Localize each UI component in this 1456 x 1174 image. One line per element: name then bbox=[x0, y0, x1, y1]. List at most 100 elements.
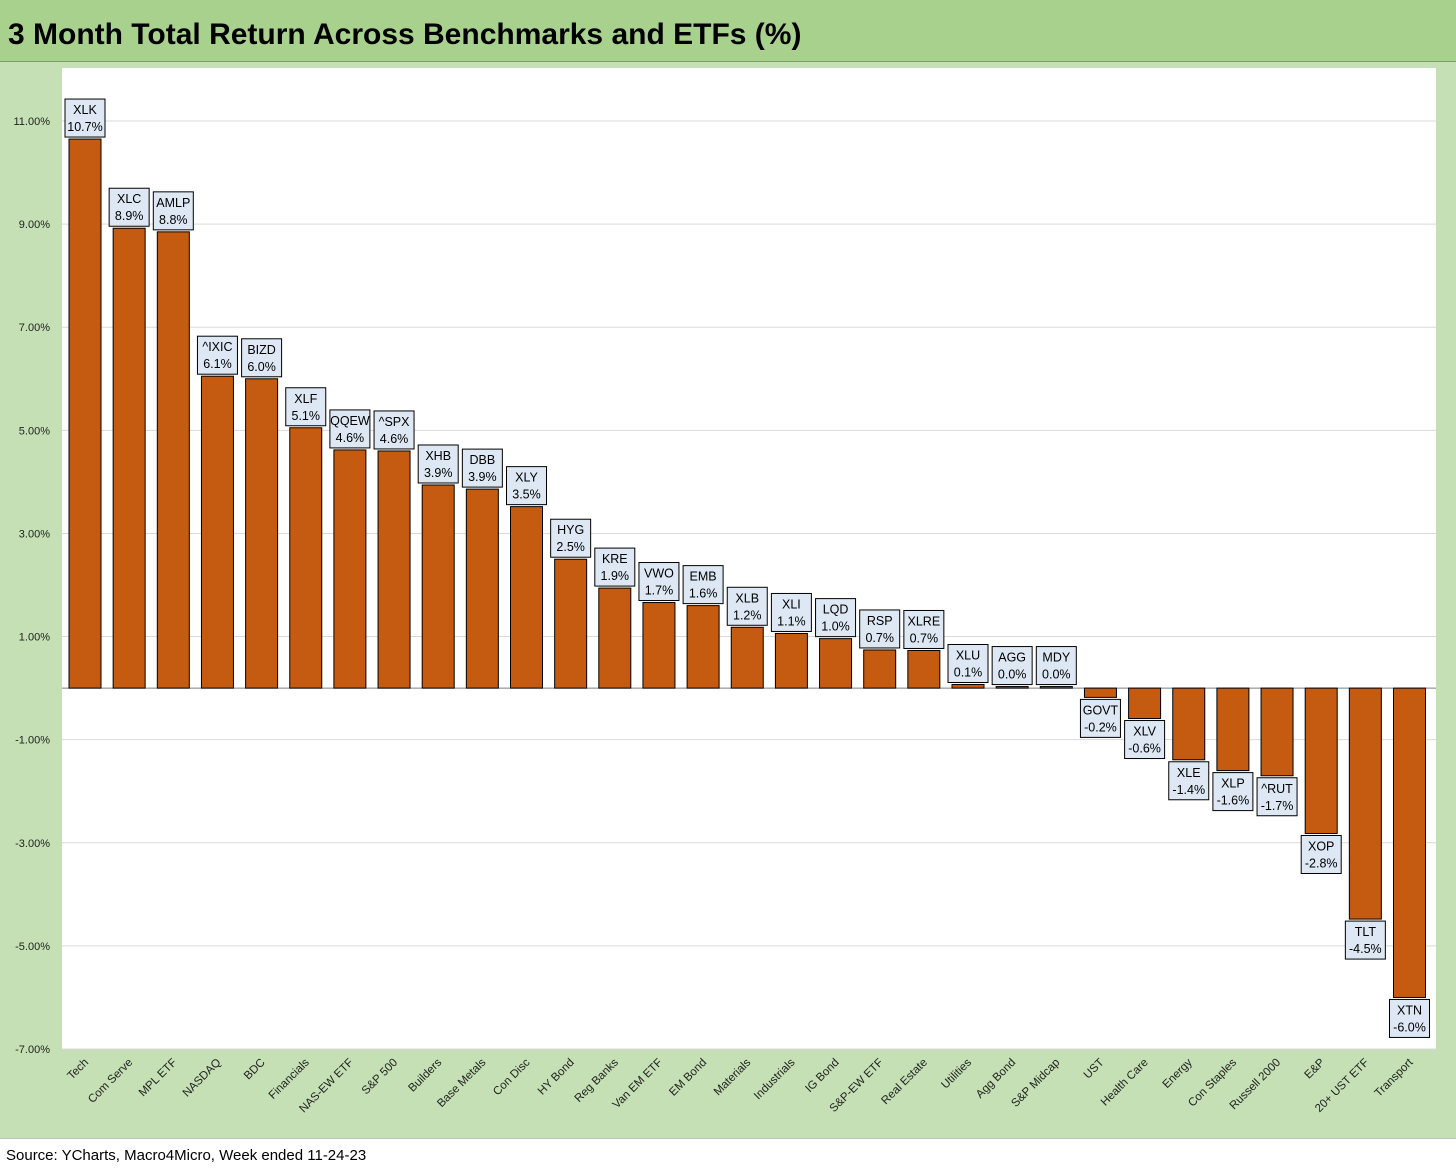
y-tick-label: 3.00% bbox=[19, 528, 50, 540]
bar bbox=[819, 638, 853, 689]
data-label-box bbox=[726, 586, 768, 626]
data-label: 3.9% bbox=[424, 466, 453, 480]
data-label: -0.2% bbox=[1084, 720, 1117, 734]
bar bbox=[377, 450, 411, 689]
ticker-label: XLU bbox=[956, 649, 980, 663]
data-label: 1.9% bbox=[601, 569, 630, 583]
bar bbox=[863, 649, 897, 689]
data-label-box bbox=[638, 562, 680, 602]
ticker-label: LQD bbox=[823, 603, 849, 617]
ticker-label: ^RUT bbox=[1261, 782, 1293, 796]
y-tick-label: 1.00% bbox=[19, 632, 50, 644]
category-label: E&P bbox=[1303, 1056, 1328, 1081]
y-tick-label: 5.00% bbox=[19, 425, 50, 437]
data-label: 8.8% bbox=[159, 213, 188, 227]
data-label-box bbox=[947, 644, 989, 684]
bar bbox=[951, 684, 985, 689]
bar bbox=[642, 602, 676, 689]
category-label: Health Care bbox=[1099, 1057, 1151, 1109]
ticker-label: DBB bbox=[469, 453, 495, 467]
data-label-box bbox=[550, 518, 592, 558]
data-label-box bbox=[991, 646, 1033, 686]
data-label-box bbox=[1035, 646, 1077, 686]
category-label: Con Disc bbox=[491, 1056, 533, 1098]
category-label: HY Bond bbox=[536, 1057, 577, 1098]
category-label: Energy bbox=[1161, 1056, 1195, 1090]
title-bar: 3 Month Total Return Across Benchmarks a… bbox=[0, 0, 1456, 62]
ticker-label: AGG bbox=[998, 651, 1026, 665]
ticker-label: XLF bbox=[294, 392, 317, 406]
y-tick-label: -1.00% bbox=[15, 735, 50, 747]
data-label: 1.1% bbox=[777, 614, 806, 628]
ticker-label: XLC bbox=[117, 192, 141, 206]
data-label-box bbox=[241, 338, 283, 378]
ticker-label: XLB bbox=[735, 591, 759, 605]
data-label: -6.0% bbox=[1393, 1020, 1426, 1034]
bar bbox=[907, 649, 941, 689]
source-bar: Source: YCharts, Macro4Micro, Week ended… bbox=[0, 1138, 1456, 1174]
data-label-box bbox=[859, 609, 901, 649]
data-label-box bbox=[329, 409, 371, 449]
ticker-label: MDY bbox=[1042, 651, 1070, 665]
data-label: 10.7% bbox=[67, 120, 102, 134]
data-label-box bbox=[1256, 777, 1298, 817]
bar bbox=[1039, 686, 1073, 689]
ticker-label: XHB bbox=[425, 449, 451, 463]
category-label: Transport bbox=[1373, 1056, 1417, 1100]
bar bbox=[686, 605, 720, 689]
chart-frame: 11.00% 9.00% 7.00% 5.00% 3.00% 1.00% -1.00% -3.… bbox=[0, 62, 1456, 1138]
category-label: Real Estate bbox=[879, 1057, 930, 1108]
data-label-box bbox=[815, 598, 857, 638]
bar bbox=[1172, 687, 1206, 761]
y-tick-label: -5.00% bbox=[15, 941, 50, 953]
data-label-box bbox=[594, 547, 636, 587]
data-label: 0.1% bbox=[954, 666, 983, 680]
y-tick-label: 9.00% bbox=[19, 219, 50, 231]
ticker-label: XOP bbox=[1308, 839, 1334, 853]
data-label-box bbox=[417, 444, 459, 484]
data-label: 1.6% bbox=[689, 587, 718, 601]
data-label-box bbox=[1168, 761, 1210, 801]
data-label-box bbox=[1212, 772, 1254, 812]
ticker-label: HYG bbox=[557, 523, 584, 537]
category-label: MPL ETF bbox=[137, 1057, 180, 1100]
ticker-label: XLP bbox=[1221, 777, 1245, 791]
ticker-label: GOVT bbox=[1083, 703, 1119, 717]
category-label: Utilities bbox=[939, 1056, 974, 1091]
data-label: 8.9% bbox=[115, 209, 144, 223]
data-label: 2.5% bbox=[556, 540, 585, 554]
data-label-box bbox=[196, 335, 238, 375]
category-label: Agg Bond bbox=[974, 1057, 1018, 1101]
data-label-box bbox=[1344, 920, 1386, 960]
data-label-box bbox=[682, 565, 724, 605]
data-label: 1.7% bbox=[645, 584, 674, 598]
ticker-label: XLI bbox=[782, 597, 801, 611]
data-label: 0.7% bbox=[865, 631, 894, 645]
ticker-label: RSP bbox=[867, 614, 893, 628]
y-tick-label: 11.00% bbox=[14, 116, 51, 128]
bar bbox=[598, 587, 632, 689]
data-label: 6.1% bbox=[203, 357, 232, 371]
ticker-label: AMLP bbox=[156, 196, 190, 210]
y-tick-label: -3.00% bbox=[15, 838, 50, 850]
chart-title: 3 Month Total Return Across Benchmarks a… bbox=[8, 18, 802, 51]
category-label: Industrials bbox=[752, 1056, 798, 1102]
bar bbox=[995, 686, 1029, 689]
bar bbox=[465, 488, 499, 689]
category-label: S&P 500 bbox=[360, 1057, 400, 1097]
data-label-box bbox=[1124, 720, 1166, 760]
bar bbox=[1393, 687, 1426, 998]
category-label: Materials bbox=[712, 1056, 754, 1098]
data-label-box bbox=[1300, 834, 1342, 874]
bar-chart: 11.00% 9.00% 7.00% 5.00% 3.00% 1.00% -1.00% -3.… bbox=[14, 68, 1436, 1115]
bar bbox=[554, 558, 588, 689]
data-label-box bbox=[373, 410, 415, 450]
ticker-label: BIZD bbox=[247, 343, 275, 357]
bar bbox=[68, 138, 102, 689]
data-label-box bbox=[461, 448, 503, 488]
category-label: Builders bbox=[406, 1056, 444, 1094]
y-tick-label: -7.00% bbox=[15, 1044, 50, 1056]
category-label: Financials bbox=[267, 1056, 312, 1101]
data-label: -0.6% bbox=[1128, 742, 1161, 756]
ticker-label: ^IXIC bbox=[202, 340, 232, 354]
